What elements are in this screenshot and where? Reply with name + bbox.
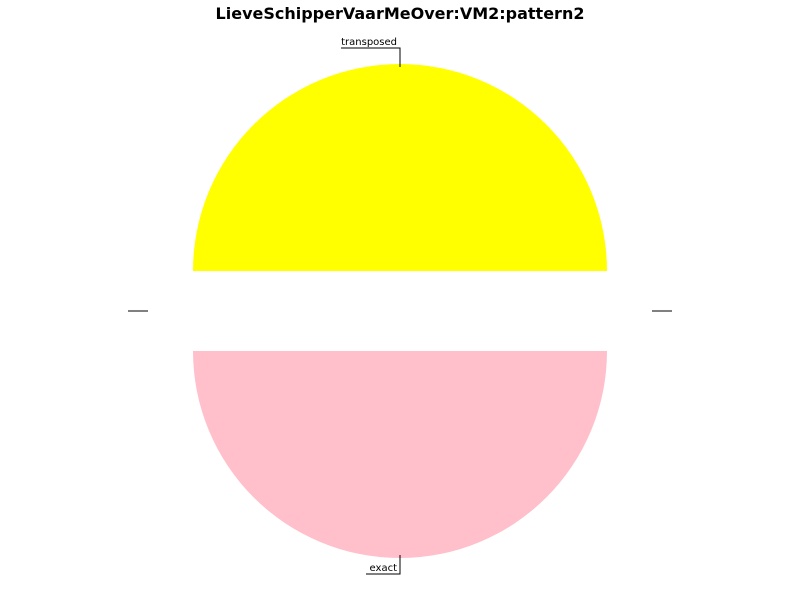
pie-slice-exact <box>193 351 607 558</box>
slice-label-exact: exact <box>370 563 398 574</box>
pie-labels: transposed exact <box>341 37 401 575</box>
pie-slice-transposed <box>193 64 607 271</box>
chart-title: LieveSchipperVaarMeOver:VM2:pattern2 <box>216 4 585 23</box>
leader-line-exact <box>366 555 401 575</box>
pie-slices <box>193 64 607 558</box>
leader-line-transposed <box>341 47 401 67</box>
slice-label-transposed: transposed <box>341 37 397 48</box>
